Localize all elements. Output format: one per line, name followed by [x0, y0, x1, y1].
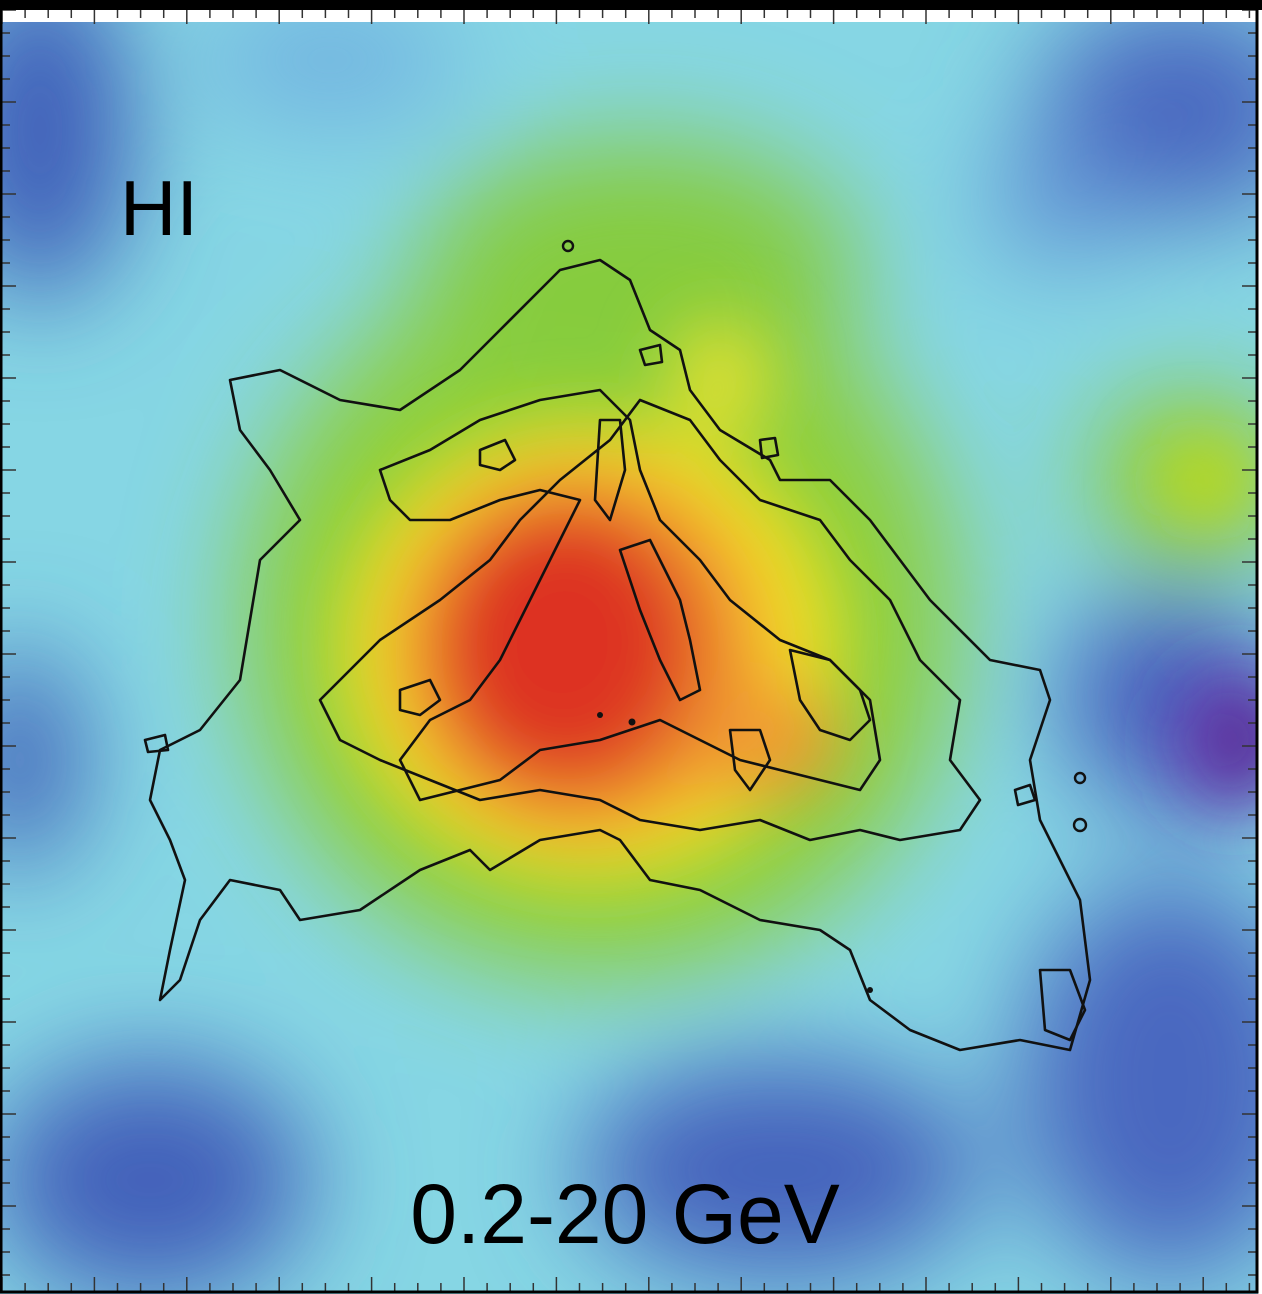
- figure: HI 0.2-20 GeV: [0, 0, 1262, 1294]
- tracer-label: HI: [120, 164, 198, 252]
- energy-label: 0.2-20 GeV: [410, 1167, 840, 1261]
- top-bar: [0, 0, 1262, 10]
